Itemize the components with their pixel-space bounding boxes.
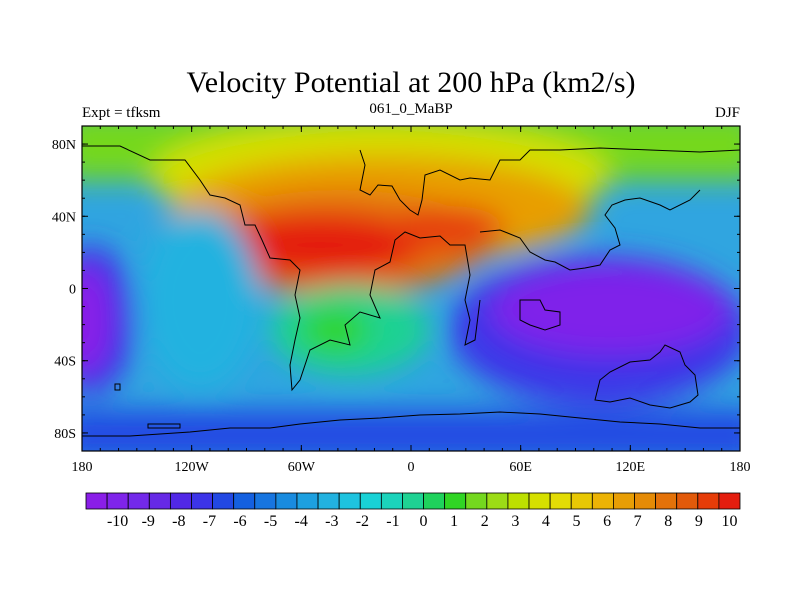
colorbar-label-19: 9 bbox=[695, 513, 703, 530]
south-atlantic-core bbox=[300, 308, 370, 352]
subtitle-center: 061_0_MaBP bbox=[369, 101, 452, 117]
colorbar-swatch-29 bbox=[697, 492, 720, 510]
colorbar-label-18: 8 bbox=[664, 513, 672, 530]
east-pacific-low-core bbox=[82, 265, 110, 375]
north-america-outline bbox=[82, 145, 481, 392]
colorbar-swatch-21 bbox=[528, 492, 551, 510]
eurasia-outline bbox=[359, 147, 740, 216]
x-tick-label-5: 120E bbox=[616, 460, 646, 475]
axis-ticks: 180 120W 60W 0 60E 120E 180 80N 40N 0 40S 80S bbox=[52, 126, 751, 475]
colorbar-label-14: 4 bbox=[542, 513, 550, 530]
colorbar-swatch-27 bbox=[655, 492, 678, 510]
colorbar-swatch-10 bbox=[296, 492, 319, 510]
colorbar-swatch-16 bbox=[423, 492, 446, 510]
colorbar-label-17: 7 bbox=[634, 513, 642, 530]
colorbar-label-9: -1 bbox=[386, 513, 399, 530]
colorbar-swatch-26 bbox=[634, 492, 657, 510]
colorbar-label-8: -2 bbox=[356, 513, 369, 530]
colorbar-swatch-25 bbox=[613, 492, 635, 510]
middle-east-max bbox=[395, 206, 505, 250]
colorbar-swatch-5 bbox=[191, 492, 213, 510]
atlantic-africa-max-core bbox=[215, 213, 425, 277]
x-tick-label-2: 60W bbox=[288, 460, 316, 475]
colorbar-swatch-19 bbox=[486, 492, 509, 510]
australia-outline bbox=[594, 344, 699, 409]
southern-ocean-band bbox=[82, 410, 740, 451]
colorbar-swatch-12 bbox=[338, 492, 361, 510]
colorbar-swatch-1 bbox=[106, 492, 129, 510]
colorbar-swatch-2 bbox=[127, 492, 150, 510]
chart-title: Velocity Potential at 200 hPa (km2/s) bbox=[186, 66, 635, 99]
colorbar-swatch-9 bbox=[275, 492, 298, 510]
maritime-continent-outline bbox=[519, 299, 561, 331]
colorbar: -10 -9 -8 -7 -6 -5 -4 -3 -2 -1 0 1 2 3 4 5 6 7 8 9 10 bbox=[85, 492, 741, 530]
colorbar-label-16: 6 bbox=[603, 513, 611, 530]
asia-south-outline bbox=[479, 189, 701, 271]
colorbar-swatch-13 bbox=[359, 492, 382, 510]
colorbar-swatch-28 bbox=[676, 492, 699, 510]
x-tick-label-0: 180 bbox=[72, 460, 93, 475]
colorbar-label-7: -3 bbox=[325, 513, 338, 530]
colorbar-label-4: -6 bbox=[233, 513, 246, 530]
west-pacific-low-core bbox=[490, 265, 730, 355]
colorbar-label-1: -9 bbox=[142, 513, 155, 530]
colorbar-swatch-6 bbox=[212, 492, 235, 510]
pacific-island-outline bbox=[114, 383, 121, 391]
colorbar-swatch-23 bbox=[570, 492, 593, 510]
colorbar-swatch-7 bbox=[233, 492, 256, 510]
x-tick-label-4: 60E bbox=[509, 460, 532, 475]
colorbar-label-20: 10 bbox=[721, 513, 737, 530]
y-tick-label-1: 40N bbox=[52, 210, 76, 225]
colorbar-swatch-14 bbox=[380, 492, 403, 510]
colorbar-label-15: 5 bbox=[573, 513, 581, 530]
colorbar-label-3: -7 bbox=[203, 513, 216, 530]
colorbar-swatch-18 bbox=[465, 492, 488, 510]
colorbar-label-6: -4 bbox=[295, 513, 308, 530]
colorbar-swatch-30 bbox=[718, 492, 741, 510]
x-tick-label-3: 0 bbox=[408, 460, 415, 475]
x-tick-label-6: 180 bbox=[730, 460, 751, 475]
sub-antarctic-outline bbox=[147, 423, 181, 429]
y-tick-label-4: 80S bbox=[54, 427, 76, 442]
map-plot-area bbox=[82, 126, 740, 451]
colorbar-label-0: -10 bbox=[107, 513, 128, 530]
colorbar-swatch-0 bbox=[85, 492, 108, 510]
subtitle-right: DJF bbox=[715, 105, 740, 121]
colorbar-swatch-3 bbox=[148, 492, 171, 510]
americas-cyan bbox=[140, 210, 260, 390]
colorbar-swatch-4 bbox=[169, 492, 192, 510]
colorbar-label-10: 0 bbox=[420, 513, 428, 530]
colorbar-label-5: -5 bbox=[264, 513, 277, 530]
colorbar-label-11: 1 bbox=[450, 513, 458, 530]
colorbar-swatch-20 bbox=[507, 492, 530, 510]
y-tick-label-3: 40S bbox=[54, 355, 76, 370]
colorbar-label-12: 2 bbox=[481, 513, 489, 530]
colorbar-swatch-17 bbox=[444, 492, 467, 510]
antarctica-outline bbox=[82, 411, 740, 437]
colorbar-swatch-22 bbox=[549, 492, 572, 510]
colorbar-label-13: 3 bbox=[511, 513, 519, 530]
continent-outlines bbox=[82, 145, 740, 437]
colorbar-label-2: -8 bbox=[172, 513, 185, 530]
x-tick-label-1: 120W bbox=[175, 460, 210, 475]
colorbar-swatch-15 bbox=[402, 492, 424, 510]
colorbar-swatch-8 bbox=[254, 492, 277, 510]
y-tick-label-0: 80N bbox=[52, 138, 76, 153]
colorbar-swatch-24 bbox=[591, 492, 614, 510]
colorbar-swatch-11 bbox=[317, 492, 340, 510]
subtitle-left: Expt = tfksm bbox=[82, 105, 161, 121]
y-tick-label-2: 0 bbox=[69, 283, 76, 298]
